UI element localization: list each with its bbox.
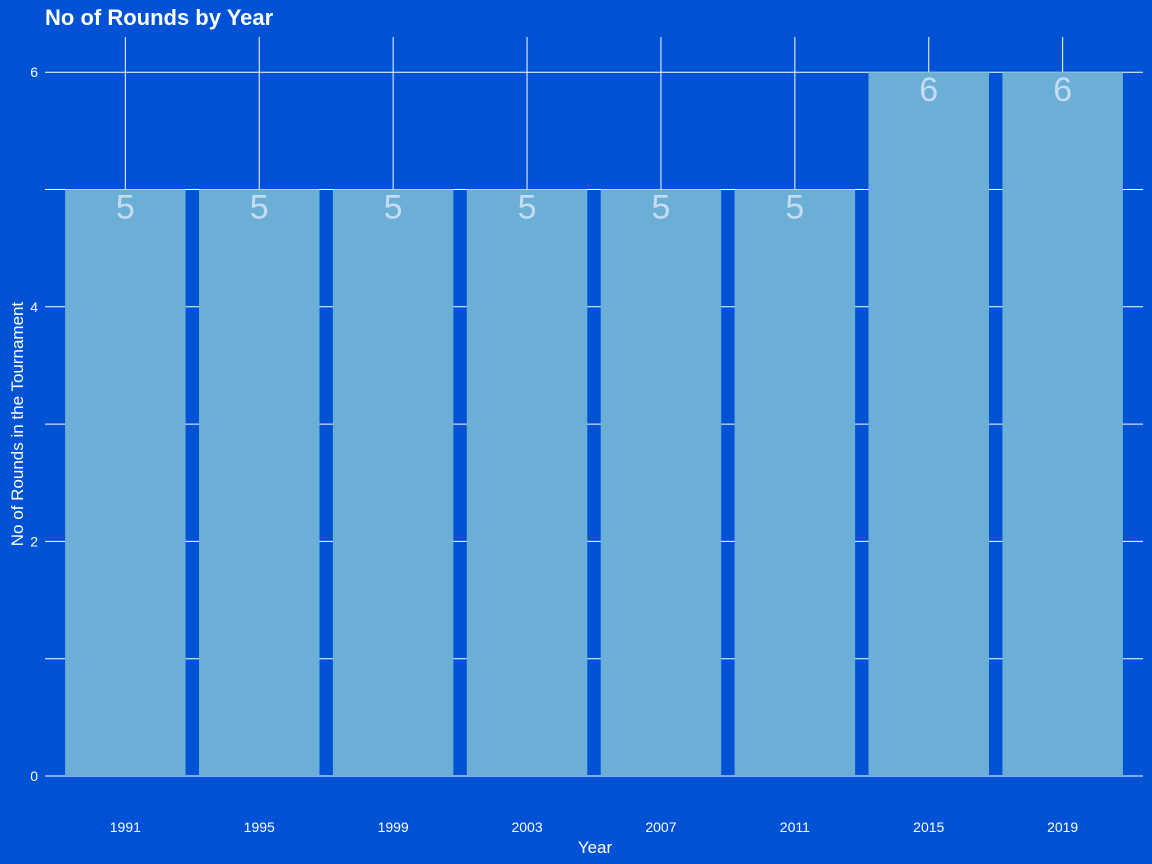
data-label: 6: [1053, 71, 1072, 109]
bar: [868, 72, 990, 776]
bars-layer: [65, 72, 1123, 776]
y-tick-label: 4: [30, 299, 38, 315]
x-tick-label: 2015: [913, 819, 944, 835]
y-tick-label: 6: [30, 64, 38, 80]
bar: [1002, 72, 1123, 776]
x-tick-label: 2019: [1047, 819, 1078, 835]
bar: [198, 189, 320, 776]
x-tick-label: 1995: [244, 819, 275, 835]
y-tick-label: 0: [30, 768, 38, 784]
data-label: 5: [785, 188, 804, 226]
x-tick-label: 1991: [110, 819, 141, 835]
bar: [734, 189, 856, 776]
x-tick-label: 2003: [511, 819, 542, 835]
bar: [600, 189, 722, 776]
ticks-layer: 0 2 4 6 1991 1995 1999 2003 2007 2011 2015 2019: [30, 64, 1078, 835]
y-tick-label: 2: [30, 533, 38, 549]
data-labels-layer: 5 5 5 5 5 5 6 6: [116, 71, 1072, 226]
data-label: 5: [651, 188, 670, 226]
bar: [332, 189, 454, 776]
bar: [466, 189, 588, 776]
data-label: 5: [250, 188, 269, 226]
data-label: 6: [919, 71, 938, 109]
data-label: 5: [384, 188, 403, 226]
chart-title: No of Rounds by Year: [45, 5, 274, 30]
x-tick-label: 2007: [645, 819, 676, 835]
bar: [65, 189, 186, 776]
x-tick-label: 1999: [378, 819, 409, 835]
y-axis-title: No of Rounds in the Tournament: [8, 302, 27, 547]
data-label: 5: [518, 188, 537, 226]
data-label: 5: [116, 188, 135, 226]
x-tick-label: 2011: [780, 819, 810, 835]
x-axis-title: Year: [578, 838, 613, 857]
